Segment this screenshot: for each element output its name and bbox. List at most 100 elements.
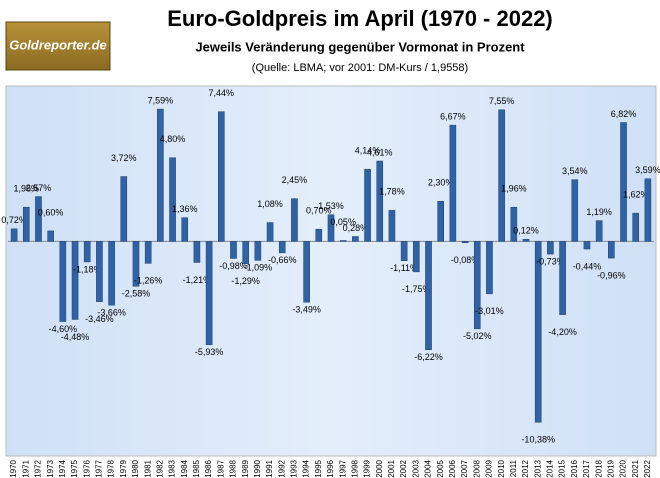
x-tick-label: 1975 <box>70 459 79 477</box>
x-tick-label: 1971 <box>21 459 30 477</box>
x-tick-label: 1976 <box>82 459 91 477</box>
plot-area <box>5 85 657 457</box>
bar <box>559 241 566 315</box>
bar <box>400 241 408 261</box>
value-label: 2,57% <box>26 183 52 193</box>
value-label: 1,19% <box>586 207 612 217</box>
bar <box>120 176 128 242</box>
value-label: -3,49% <box>292 305 321 315</box>
bar <box>449 124 457 242</box>
bar <box>278 241 286 254</box>
x-tick-label: 1970 <box>9 459 18 477</box>
bar <box>473 241 481 330</box>
value-label: -1,75% <box>402 284 431 294</box>
value-label: -4,20% <box>548 327 577 337</box>
bar <box>425 241 432 351</box>
x-tick-label: 1990 <box>253 459 262 477</box>
bar <box>291 198 298 242</box>
value-label: -3,66% <box>97 308 126 318</box>
x-tick-label: 2019 <box>606 459 615 477</box>
x-tick-label: 1988 <box>229 459 238 477</box>
bar <box>266 222 274 242</box>
value-label: -1,18% <box>73 264 102 274</box>
value-label: 0,12% <box>513 226 539 236</box>
x-tick-label: 2015 <box>558 459 567 477</box>
x-tick-label: 1982 <box>155 459 164 477</box>
bar <box>620 122 627 242</box>
bar <box>193 241 201 263</box>
value-label: -1,29% <box>231 276 260 286</box>
value-label: 6,82% <box>611 109 637 119</box>
value-label: -4,48% <box>61 332 90 342</box>
x-tick-label: 1977 <box>95 459 104 477</box>
bar <box>583 241 591 250</box>
bar <box>388 210 396 242</box>
value-label: -10,38% <box>521 435 555 445</box>
value-label: 2,30% <box>428 178 454 188</box>
x-tick-label: 2013 <box>533 459 542 477</box>
x-tick-label: 1979 <box>119 459 128 477</box>
bar <box>71 241 79 320</box>
source: (Quelle: LBMA; vor 2001: DM-Kurs / 1,955… <box>252 62 468 74</box>
value-label: 4,14% <box>355 146 381 156</box>
value-label: 0,05% <box>330 217 356 227</box>
x-tick-label: 1973 <box>46 459 55 477</box>
bar <box>352 236 359 242</box>
value-label: 7,44% <box>209 88 235 98</box>
bar <box>547 241 554 255</box>
bar <box>461 241 469 244</box>
value-label: -5,93% <box>195 347 224 357</box>
value-label: 3,54% <box>562 166 588 176</box>
x-tick-label: 1985 <box>192 459 201 477</box>
bar <box>96 241 103 302</box>
x-tick-label: 1995 <box>314 459 323 477</box>
value-label: -6,22% <box>414 352 443 362</box>
chart-title: Euro-Goldpreis im April (1970 - 2022) <box>167 6 553 31</box>
value-label: -0,98% <box>219 261 248 271</box>
x-tick-label: 1993 <box>290 459 299 477</box>
value-label: 1,62% <box>623 190 649 200</box>
bar <box>510 206 518 242</box>
x-tick-label: 1987 <box>216 459 225 477</box>
bar <box>632 212 640 242</box>
bar <box>364 168 371 242</box>
bar <box>644 178 652 242</box>
x-tick-label: 2016 <box>570 459 579 477</box>
value-label: -1,26% <box>134 276 163 286</box>
value-label: -0,66% <box>268 255 297 265</box>
bar <box>59 241 67 322</box>
value-label: 1,36% <box>172 204 198 214</box>
x-tick-label: 1996 <box>326 459 335 477</box>
x-tick-label: 2022 <box>643 459 652 477</box>
bar <box>498 109 505 242</box>
bar <box>413 241 420 273</box>
value-label: -4,60% <box>49 324 78 334</box>
value-label: -1,11% <box>390 263 418 273</box>
bar <box>35 196 42 242</box>
value-label: 0,72% <box>1 215 27 225</box>
value-label: -3,01% <box>475 306 504 316</box>
bar <box>522 239 530 242</box>
x-tick-label: 2017 <box>582 459 591 477</box>
bar <box>242 241 249 265</box>
x-tick-label: 2009 <box>485 459 494 477</box>
value-label: 7,59% <box>148 95 174 105</box>
bar <box>47 230 54 242</box>
bar <box>108 241 115 306</box>
bar <box>10 228 18 242</box>
x-tick-label: 1972 <box>34 459 43 477</box>
x-tick-label: 1999 <box>363 459 372 477</box>
x-tick-label: 2021 <box>631 459 640 477</box>
value-label: -0,44% <box>573 261 602 271</box>
bar <box>437 201 444 242</box>
value-label: 3,59% <box>635 165 660 175</box>
bar <box>339 240 347 242</box>
value-label: 2,45% <box>282 175 308 185</box>
value-label: -0,96% <box>597 270 626 280</box>
logo-box <box>5 21 111 71</box>
x-tick-label: 1994 <box>302 459 311 477</box>
value-label: 0,70% <box>306 206 332 216</box>
bar <box>534 241 542 423</box>
value-label: -0,08% <box>451 255 480 265</box>
